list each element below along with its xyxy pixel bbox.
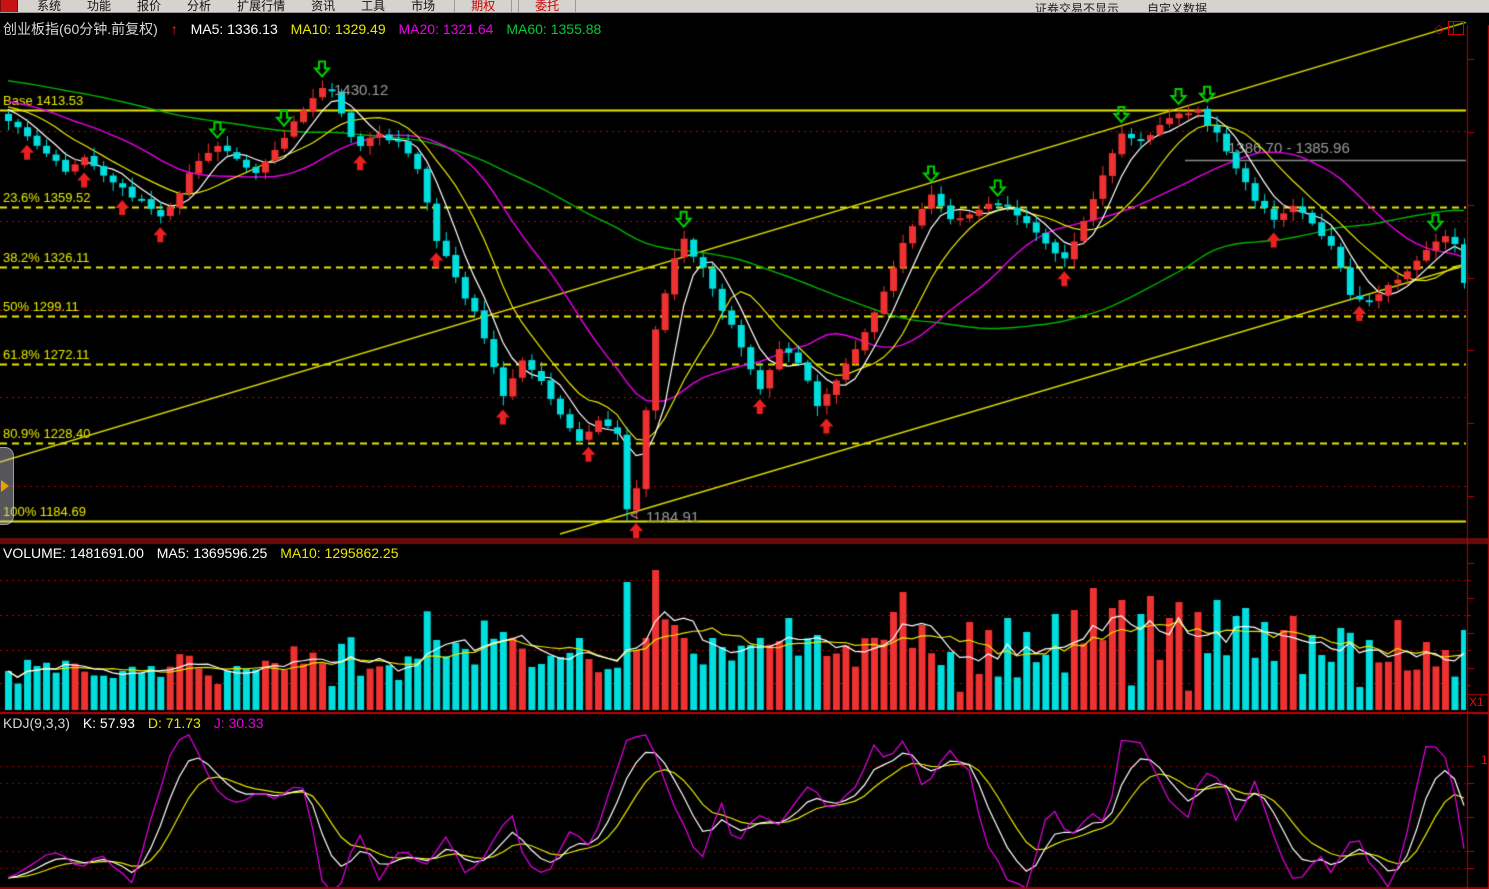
chart-corner-controls: ◇	[1434, 21, 1464, 35]
kdj-d-value: D: 71.73	[147, 715, 201, 731]
up-arrow-icon: ↑	[170, 21, 178, 37]
kdj-name: KDJ(9,3,3)	[3, 715, 70, 731]
kdj-j-value: J: 30.33	[213, 715, 264, 731]
panel-expand-tab[interactable]	[0, 447, 14, 525]
menu-item-market[interactable]: 市场	[411, 0, 436, 13]
app-logo-icon[interactable]	[0, 0, 18, 12]
menu-item-trade[interactable]: 委托	[518, 0, 577, 12]
menu-item-news[interactable]: 资讯	[311, 0, 336, 13]
kdj-k-value: K: 57.93	[82, 715, 135, 731]
chart-title: 创业板指(60分钟.前复权)	[3, 21, 158, 37]
volume-scale-label: X1	[1469, 695, 1484, 709]
diamond-icon[interactable]: ◇	[1434, 20, 1444, 36]
kdj-header: KDJ(9,3,3) K: 57.93 D: 71.73 J: 30.33	[3, 715, 273, 731]
ma20-value: MA20: 1321.64	[398, 21, 494, 37]
expand-arrow-icon	[1, 480, 9, 492]
main-chart-header: 创业板指(60分钟.前复权) ↑ MA5: 1336.13 MA10: 1329…	[3, 19, 610, 39]
menu-item-quotes[interactable]: 报价	[137, 0, 162, 13]
menu-item-system[interactable]: 系统	[37, 0, 62, 13]
menu-bar: 系统 功能 报价 分析 扩展行情 资讯 工具 市场 期权 委托 证券交易不显示 …	[0, 0, 1489, 13]
status-trading-note: 证券交易不显示	[1035, 2, 1120, 13]
volume-value: VOLUME: 1481691.00	[3, 545, 144, 561]
menu-item-extended-quotes[interactable]: 扩展行情	[237, 0, 286, 13]
menu-item-options[interactable]: 期权	[454, 0, 513, 12]
split-window-icon[interactable]	[1448, 21, 1464, 35]
volume-ma10-value: MA10: 1295862.25	[280, 545, 399, 561]
menu-item-analysis[interactable]: 分析	[187, 0, 212, 13]
ma5-value: MA5: 1336.13	[190, 21, 278, 37]
chart-canvas[interactable]	[0, 12, 1489, 889]
volume-ma5-value: MA5: 1369596.25	[156, 545, 268, 561]
status-custom-data: 自定义数据	[1147, 2, 1208, 13]
volume-header: VOLUME: 1481691.00 MA5: 1369596.25 MA10:…	[3, 545, 408, 561]
ma60-value: MA60: 1355.88	[506, 21, 602, 37]
ma10-value: MA10: 1329.49	[290, 21, 386, 37]
menu-item-function[interactable]: 功能	[87, 0, 112, 13]
kdj-axis-partial-digit: 1	[1481, 753, 1488, 767]
menu-status-text: 证券交易不显示 自定义数据	[1035, 0, 1208, 13]
menu-item-tools[interactable]: 工具	[361, 0, 386, 13]
